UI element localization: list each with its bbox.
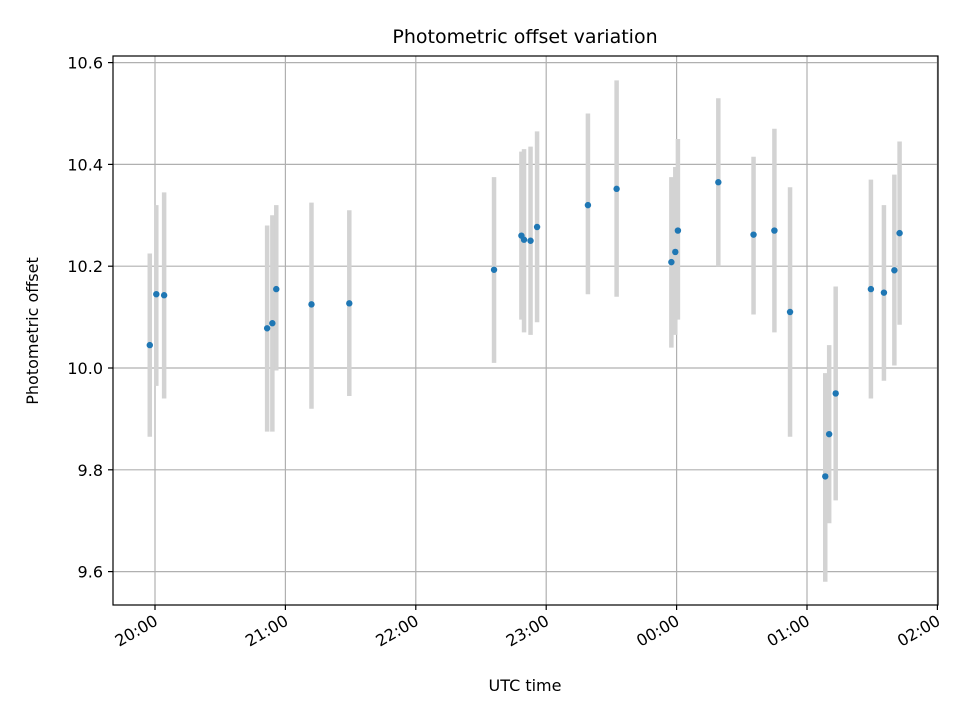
x-tick-label: 02:00	[894, 611, 943, 651]
error-bars	[147, 80, 902, 582]
x-axis-label: UTC time	[489, 676, 562, 695]
data-point	[771, 227, 778, 234]
y-tick-label: 10.4	[67, 155, 103, 174]
y-axis-label: Photometric offset	[23, 257, 42, 405]
y-axis-ticks: 9.6 9.8 10.0 10.2 10.4 10.6	[67, 54, 113, 582]
x-tick-label: 23:00	[503, 611, 552, 651]
data-point	[715, 179, 722, 186]
data-point	[825, 430, 833, 438]
data-point	[668, 258, 675, 266]
data-point	[613, 185, 620, 193]
x-tick-label: 00:00	[633, 611, 682, 651]
data-point	[527, 237, 534, 244]
y-tick-label: 10.2	[67, 257, 103, 276]
x-axis-ticks: 20:00 21:00 22:00 23:00 00:00 01:00 02:00	[112, 605, 943, 651]
data-point	[520, 236, 528, 243]
data-point	[160, 292, 168, 299]
data-point	[896, 229, 903, 237]
data-point	[153, 290, 160, 298]
y-tick-label: 10.0	[67, 359, 103, 378]
x-tick-label: 22:00	[372, 611, 421, 651]
data-point	[750, 231, 757, 238]
plot-frame	[112, 55, 939, 606]
data-point	[832, 390, 839, 397]
y-tick-label: 10.6	[67, 54, 103, 73]
chart-title: Photometric offset variation	[392, 26, 657, 48]
data-point	[822, 473, 829, 480]
data-point	[674, 227, 682, 234]
data-point	[672, 248, 679, 256]
y-tick-label: 9.8	[78, 461, 103, 480]
y-tick-label: 9.6	[78, 563, 103, 582]
data-point	[584, 201, 592, 209]
data-point	[263, 325, 271, 332]
x-tick-label: 01:00	[764, 611, 813, 651]
data-point	[880, 289, 888, 296]
data-point	[867, 285, 875, 293]
data-point	[146, 341, 153, 349]
data-point	[490, 266, 498, 273]
x-tick-label: 21:00	[242, 611, 291, 651]
data-point	[346, 300, 353, 307]
data-point	[269, 320, 276, 327]
data-point	[273, 285, 280, 293]
data-points	[146, 179, 903, 480]
data-point	[308, 301, 315, 308]
x-tick-label: 20:00	[112, 611, 161, 651]
data-point	[533, 223, 541, 231]
data-point	[891, 267, 898, 274]
data-point	[786, 308, 794, 316]
